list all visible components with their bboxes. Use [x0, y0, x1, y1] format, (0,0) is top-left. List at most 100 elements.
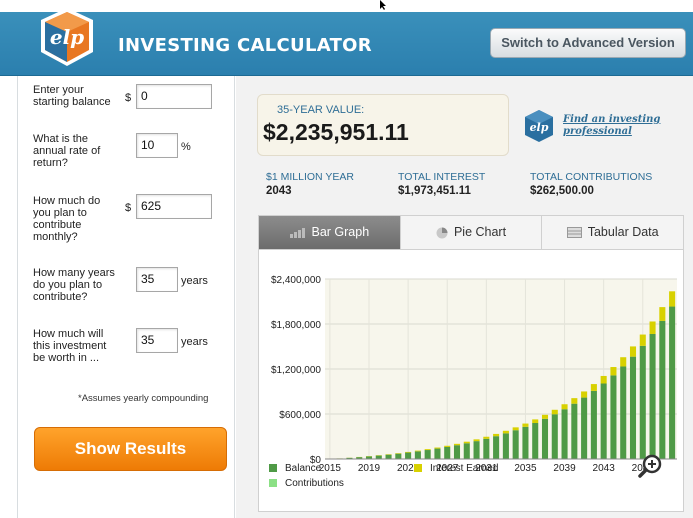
interest-bar — [395, 453, 402, 454]
find-professional-link[interactable]: Find an investing professional — [563, 114, 663, 138]
balance-bar — [600, 383, 607, 459]
tab-pie-chart[interactable]: Pie Chart — [401, 216, 543, 249]
total-value-box: 35-YEAR VALUE: $2,235,951.11 — [257, 94, 509, 156]
app-header: elp INVESTING CALCULATOR Switch to Advan… — [0, 0, 693, 76]
years-contribute-input[interactable]: 35 — [136, 267, 178, 292]
label-line: annual rate of — [33, 145, 101, 157]
interest-bar — [483, 436, 490, 439]
interest-bar — [561, 404, 568, 410]
label-line: What is the — [33, 133, 89, 145]
million-year-label: $1 MILLION YEAR — [266, 171, 354, 183]
balance-bar — [629, 356, 637, 459]
monthly-label: How much do you plan to contribute month… — [33, 195, 100, 243]
value-label: 35-YEAR VALUE: — [277, 104, 365, 116]
x-tick-label: 2043 — [593, 463, 616, 474]
balance-bar — [649, 333, 656, 459]
balance-bar — [532, 422, 539, 459]
legend-label: Contributions — [285, 478, 344, 489]
top-strip — [0, 0, 693, 12]
years-suffix: years — [181, 336, 208, 348]
interest-bar — [649, 321, 656, 334]
compounding-note: *Assumes yearly compounding — [78, 393, 209, 404]
total-interest-value: $1,973,451.11 — [398, 185, 471, 197]
legend-balance: Balance — [269, 463, 321, 474]
balance-bar — [541, 418, 549, 459]
interest-bar — [444, 445, 451, 447]
interest-bar — [541, 414, 549, 419]
elp-logo: elp — [41, 8, 93, 66]
interest-bar — [600, 375, 607, 384]
table-icon — [566, 227, 582, 239]
years-worth-label: How much will this investment be worth i… — [33, 328, 106, 364]
balance-bar — [493, 436, 500, 459]
total-value: $2,235,951.11 — [263, 119, 409, 145]
dollar-prefix: $ — [125, 202, 132, 214]
app-title: INVESTING CALCULATOR — [118, 35, 372, 56]
interest-bar — [463, 441, 470, 444]
balance-bar — [551, 414, 558, 459]
rate-label: What is the annual rate of return? — [33, 133, 100, 169]
y-tick-label: $1,200,000 — [271, 365, 321, 376]
balance-bar — [610, 375, 617, 459]
legend-swatch — [269, 464, 277, 473]
chart-area: $0 $600,000 $1,200,000 $1,800,000 $2,400,000… — [258, 250, 684, 512]
pie-chart-icon — [436, 227, 448, 239]
label-line: How much will — [33, 328, 104, 340]
label-line: Enter your — [33, 84, 84, 96]
total-contributions-label: TOTAL CONTRIBUTIONS — [530, 171, 653, 183]
balance-bar — [463, 443, 470, 459]
balance-bar — [590, 390, 597, 459]
results-panel: 35-YEAR VALUE: $2,235,951.11 elp Find an… — [236, 76, 693, 518]
tab-bar-graph[interactable]: Bar Graph — [259, 216, 401, 249]
mouse-cursor-icon — [380, 0, 386, 10]
balance-bar — [346, 457, 353, 459]
balance-bar — [639, 345, 646, 459]
x-tick-label: 2047 — [632, 463, 655, 474]
tab-tabular-data[interactable]: Tabular Data — [542, 216, 683, 249]
interest-bar — [610, 367, 617, 376]
label-line: monthly? — [33, 231, 78, 243]
interest-bar — [424, 449, 431, 451]
x-tick-label: 2023 — [397, 463, 420, 474]
label-line: contribute — [33, 219, 82, 231]
legend-label: Interest Earned — [430, 463, 499, 474]
balance-bar — [620, 366, 627, 459]
label-line: return? — [33, 157, 68, 169]
x-tick-label: 2035 — [514, 463, 537, 474]
x-tick-label: 2039 — [553, 463, 576, 474]
balance-bar — [502, 433, 509, 459]
tab-label: Bar Graph — [311, 225, 370, 239]
label-line: do you plan to — [33, 279, 103, 291]
monthly-contribution-input[interactable]: 625 — [136, 194, 212, 219]
input-panel: Enter your starting balance $ 0 What is … — [17, 76, 235, 518]
balance-bar — [395, 453, 402, 459]
zoom-icon[interactable] — [638, 453, 664, 479]
interest-bar — [551, 409, 558, 415]
show-results-button[interactable]: Show Results — [34, 427, 227, 471]
interest-bar — [493, 433, 500, 437]
balance-bar — [453, 445, 461, 459]
bar-graph-icon — [289, 227, 305, 238]
rate-input[interactable]: 10 — [136, 133, 178, 158]
link-line[interactable]: professional — [563, 126, 632, 137]
interest-bar — [659, 307, 666, 321]
balance-bar — [356, 457, 363, 459]
interest-bar — [502, 430, 509, 434]
balance-bar — [365, 456, 373, 459]
logo-text: elp — [50, 25, 84, 49]
legend-swatch — [414, 464, 422, 473]
y-tick-label: $600,000 — [279, 410, 321, 421]
interest-bar — [590, 384, 597, 391]
balance-bar — [444, 446, 451, 459]
link-line[interactable]: Find an investing — [563, 114, 661, 125]
million-year-value: 2043 — [266, 185, 292, 197]
balance-bar — [483, 438, 490, 459]
percent-suffix: % — [181, 141, 191, 153]
years-worth-input[interactable]: 35 — [136, 328, 178, 353]
balance-bar — [375, 455, 382, 459]
switch-advanced-button[interactable]: Switch to Advanced Version — [490, 28, 686, 58]
label-line: How many years — [33, 267, 115, 279]
starting-balance-input[interactable]: 0 — [136, 84, 212, 109]
interest-bar — [620, 357, 627, 367]
balance-bar — [424, 450, 431, 459]
